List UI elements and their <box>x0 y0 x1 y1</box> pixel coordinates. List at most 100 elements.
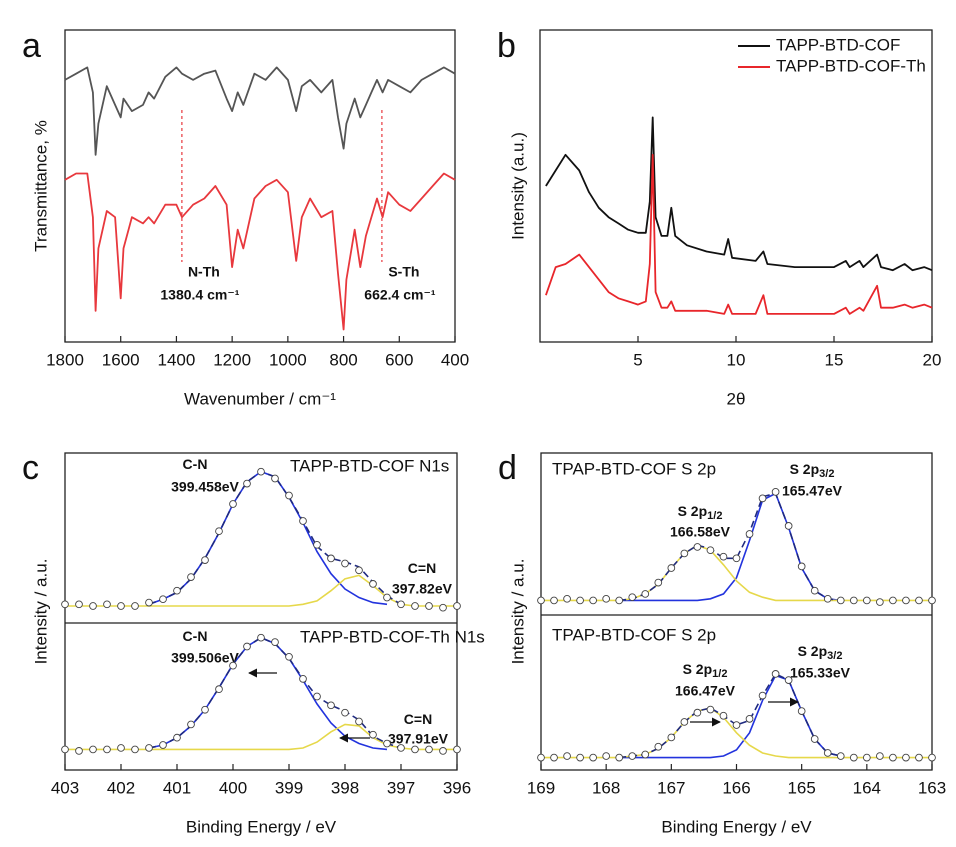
data-point <box>313 692 321 701</box>
data-point <box>117 602 125 610</box>
data-point <box>341 708 349 717</box>
data-point <box>131 602 139 610</box>
data-point <box>550 753 558 762</box>
data-point <box>719 552 728 561</box>
component-name: S 2p1/2 <box>678 503 723 522</box>
y-axis-label: Intensity / a.u. <box>508 559 527 665</box>
x-tick-label: 163 <box>918 778 946 797</box>
x-tick-label: 402 <box>107 778 135 797</box>
data-point <box>411 745 419 754</box>
y-axis-label: Intensity / a.u. <box>31 559 50 665</box>
x-tick-label: 15 <box>825 350 844 369</box>
x-tick-label: 403 <box>51 778 79 797</box>
data-point <box>439 747 447 755</box>
data-point <box>602 594 611 603</box>
data-point <box>902 596 910 605</box>
y-axis-label: Transmittance, % <box>31 120 50 252</box>
data-point <box>563 752 571 760</box>
annotation-label: 662.4 cm⁻¹ <box>364 287 436 303</box>
data-point <box>439 603 447 612</box>
panel-letter: d <box>498 449 517 487</box>
data-point <box>641 590 650 598</box>
component-name: C-N <box>183 628 208 644</box>
plot-frame <box>539 29 933 343</box>
data-point <box>215 685 223 694</box>
data-point <box>589 596 597 605</box>
data-point <box>89 602 97 610</box>
x-tick-label: 398 <box>331 778 359 797</box>
legend-label: TAPP-BTD-COF <box>776 35 900 54</box>
x-tick-label: 20 <box>923 350 942 369</box>
data-point <box>285 652 293 661</box>
data-point <box>745 714 754 723</box>
data-point <box>187 573 195 581</box>
x-tick-label: 5 <box>633 350 642 369</box>
component-name: S 2p1/2 <box>683 661 728 680</box>
data-point <box>537 753 545 762</box>
data-point <box>159 741 167 749</box>
panel-letter: b <box>497 27 516 65</box>
x-tick-label: 1000 <box>269 350 307 369</box>
x-tick-label: 164 <box>853 778 881 797</box>
component-label: 166.47eV <box>675 683 736 699</box>
data-point <box>411 602 419 610</box>
data-point <box>327 701 335 710</box>
component-label: 399.506eV <box>171 650 239 666</box>
data-point <box>369 730 377 739</box>
data-point <box>915 596 923 605</box>
data-point <box>732 554 741 563</box>
data-point <box>145 744 153 752</box>
data-point <box>836 752 845 760</box>
data-point <box>369 580 377 588</box>
component-label: 397.91eV <box>388 731 449 747</box>
data-point <box>563 594 571 603</box>
data-point <box>327 554 335 563</box>
component-name-text: S 2p <box>678 503 708 519</box>
x-tick-label: 401 <box>163 778 191 797</box>
data-point <box>810 586 819 595</box>
data-point <box>758 691 767 700</box>
data-point <box>797 562 806 571</box>
data-point <box>299 517 307 525</box>
data-point <box>823 749 832 757</box>
x-tick-label: 1200 <box>213 350 251 369</box>
data-point <box>89 745 97 754</box>
data-point <box>131 745 139 754</box>
component-curve <box>65 723 457 751</box>
data-point <box>680 718 689 726</box>
x-tick-label: 800 <box>329 350 357 369</box>
data-point <box>784 522 793 530</box>
data-point <box>576 596 584 605</box>
data-point <box>355 566 363 575</box>
data-point <box>383 739 391 748</box>
component-name-text: C=N <box>408 560 436 576</box>
y-axis-label: Intensity (a.u.) <box>508 132 527 240</box>
series-line <box>545 116 933 272</box>
data-point <box>641 750 650 759</box>
data-point <box>355 717 363 726</box>
arrows <box>248 668 799 743</box>
data-point <box>693 708 702 717</box>
data-point <box>173 733 181 742</box>
data-point <box>453 745 461 754</box>
data-point <box>680 549 689 558</box>
data-point <box>889 753 897 762</box>
x-tick-label: 168 <box>592 778 620 797</box>
data-point <box>257 467 265 476</box>
data-point <box>810 735 819 743</box>
data-point <box>928 753 936 762</box>
component-name-text: C-N <box>183 456 208 472</box>
x-axis-label: Binding Energy / eV <box>661 817 812 836</box>
component-name: C=N <box>408 560 436 576</box>
data-point <box>313 540 321 549</box>
plot-frame <box>64 452 458 771</box>
x-axis-label: Wavenumber / cm⁻¹ <box>184 389 336 408</box>
data-point <box>876 752 884 760</box>
component-name: C-N <box>183 456 208 472</box>
data-point <box>928 596 936 605</box>
data-point <box>341 559 349 568</box>
component-name-text: S 2p <box>683 661 713 677</box>
data-point <box>693 543 702 551</box>
data-point <box>615 596 624 605</box>
x-tick-label: 10 <box>727 350 746 369</box>
